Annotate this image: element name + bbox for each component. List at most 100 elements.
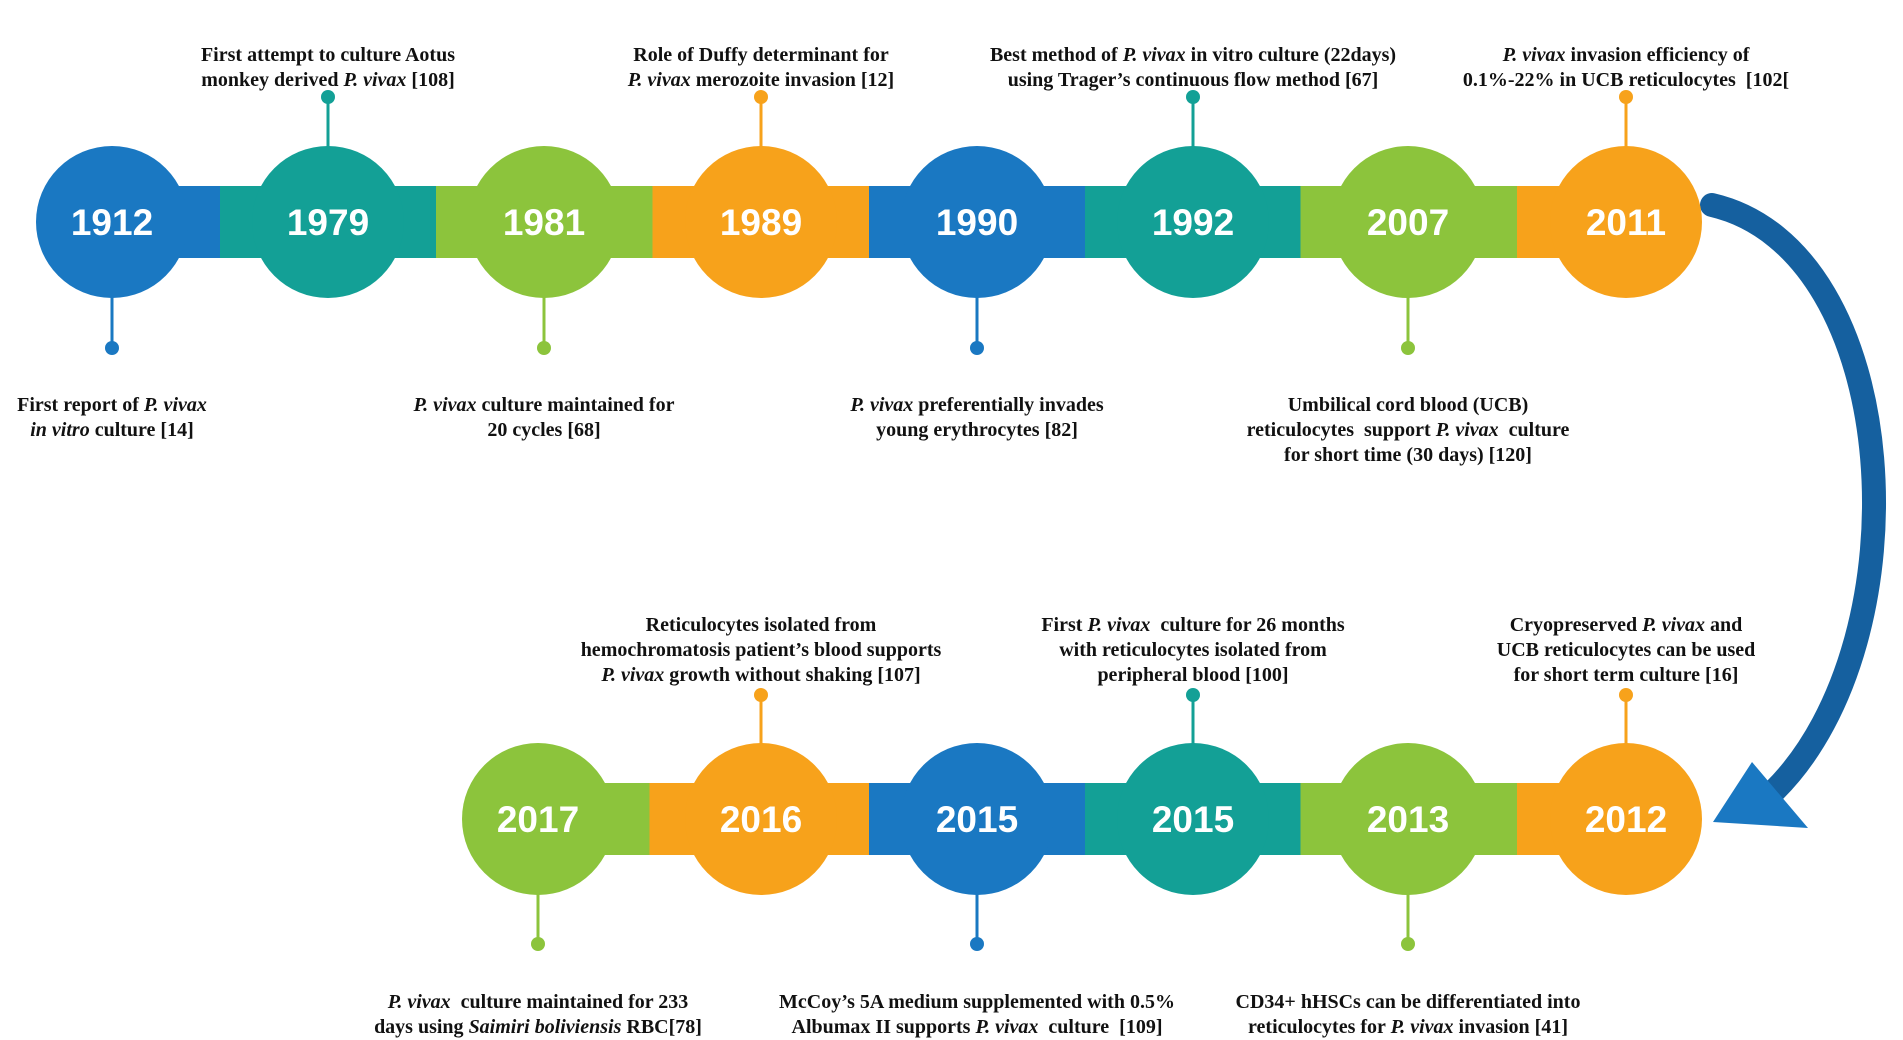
- caption-line: McCoy’s 5A medium supplemented with 0.5%: [779, 991, 1175, 1013]
- caption-text: culture [14]: [90, 419, 194, 441]
- pin-dot: [321, 90, 335, 104]
- caption-text: culture maintained for 233: [451, 991, 689, 1013]
- caption-text: invasion efficiency of: [1566, 44, 1750, 66]
- caption-text: P. vivax: [1502, 44, 1566, 66]
- caption-line: CD34+ hHSCs can be differentiated into: [1236, 991, 1581, 1013]
- caption-text: Albumax II supports: [792, 1016, 976, 1038]
- caption-line: monkey derived P. vivax [108]: [201, 69, 455, 91]
- year-node: [252, 146, 404, 298]
- year-node: [1117, 743, 1269, 895]
- year-label: 2013: [1367, 799, 1449, 840]
- caption-line: Best method of P. vivax in vitro culture…: [990, 44, 1396, 66]
- caption-text: P. vivax: [1390, 1016, 1454, 1038]
- caption-text: First report of: [17, 394, 144, 416]
- caption-text: Cryopreserved: [1510, 614, 1642, 636]
- caption-text: Saimiri boliviensis: [469, 1016, 622, 1038]
- caption-text: P. vivax: [342, 69, 406, 91]
- caption-line: First report of P. vivax: [17, 394, 207, 416]
- caption-text: culture for 26 months: [1150, 614, 1344, 636]
- caption-line: Reticulocytes isolated from: [646, 614, 877, 636]
- caption-text: Umbilical cord blood (UCB): [1288, 394, 1529, 416]
- flow-arrow: [1700, 193, 1886, 802]
- caption-text: P. vivax: [143, 394, 207, 416]
- caption-text: young erythrocytes [82]: [876, 419, 1078, 441]
- year-label: 2012: [1585, 799, 1667, 840]
- year-node: [685, 743, 837, 895]
- year-node: [1332, 146, 1484, 298]
- caption-line: reticulocytes for P. vivax invasion [41]: [1248, 1016, 1568, 1038]
- caption-text: hemochromatosis patient’s blood supports: [581, 639, 942, 661]
- caption-text: 20 cycles [68]: [487, 419, 600, 441]
- caption-text: P. vivax: [974, 1016, 1038, 1038]
- year-label: 2015: [1152, 799, 1234, 840]
- caption-text: and: [1705, 614, 1742, 636]
- year-node: [468, 146, 620, 298]
- arrow-head: [1713, 762, 1808, 828]
- caption-text: P. vivax: [849, 394, 913, 416]
- caption-text: reticulocytes support: [1247, 419, 1436, 441]
- pin-dot: [1186, 90, 1200, 104]
- caption-text: reticulocytes for: [1248, 1016, 1391, 1038]
- caption-text: P. vivax: [1086, 614, 1150, 636]
- caption-text: P. vivax: [1122, 44, 1186, 66]
- caption-text: growth without shaking [107]: [664, 664, 920, 686]
- caption-line: Role of Duffy determinant for: [633, 44, 889, 66]
- caption-text: Role of Duffy determinant for: [633, 44, 889, 66]
- pin-dot: [754, 90, 768, 104]
- pin-dot: [970, 937, 984, 951]
- caption-text: culture maintained for: [477, 394, 675, 416]
- year-node: [901, 743, 1053, 895]
- pin-dot: [1186, 688, 1200, 702]
- caption-text: for short time (30 days) [120]: [1284, 444, 1532, 466]
- caption-text: P. vivax: [600, 664, 664, 686]
- year-label: 1990: [936, 202, 1018, 243]
- caption-line: P. vivax growth without shaking [107]: [600, 664, 920, 686]
- year-label: 1989: [720, 202, 802, 243]
- caption-text: CD34+ hHSCs can be differentiated into: [1236, 991, 1581, 1013]
- caption-text: culture: [1499, 419, 1570, 441]
- year-node: [1332, 743, 1484, 895]
- year-label: 2015: [936, 799, 1018, 840]
- year-node: [462, 743, 614, 895]
- year-node: [1550, 743, 1702, 895]
- caption-line: young erythrocytes [82]: [876, 419, 1078, 441]
- caption-text: P. vivax: [387, 991, 451, 1013]
- year-node: [685, 146, 837, 298]
- pin-dot: [1619, 90, 1633, 104]
- caption-line: P. vivax invasion efficiency of: [1502, 44, 1750, 66]
- caption-text: with reticulocytes isolated from: [1059, 639, 1327, 661]
- caption-text: for short term culture [16]: [1514, 664, 1739, 686]
- caption-text: Best method of: [990, 44, 1123, 66]
- year-label: 2011: [1586, 202, 1666, 243]
- year-label: 1979: [287, 202, 369, 243]
- caption-text: RBC[78]: [621, 1016, 702, 1038]
- caption-text: invasion [41]: [1454, 1016, 1568, 1038]
- year-label: 2007: [1367, 202, 1449, 243]
- caption-text: monkey derived: [201, 69, 343, 91]
- caption-line: P. vivax culture maintained for 233: [387, 991, 689, 1013]
- caption-text: in vitro: [30, 419, 89, 441]
- caption-line: for short term culture [16]: [1514, 664, 1739, 686]
- caption-text: in vitro culture (22days): [1186, 44, 1396, 66]
- caption-line: using Trager’s continuous flow method [6…: [1008, 69, 1379, 91]
- caption-text: [108]: [406, 69, 454, 91]
- caption-text: days using: [374, 1016, 469, 1038]
- year-node: [36, 146, 188, 298]
- caption-line: UCB reticulocytes can be used: [1497, 639, 1756, 661]
- caption-line: 0.1%-22% in UCB reticulocytes [102[: [1463, 69, 1789, 91]
- caption-line: with reticulocytes isolated from: [1059, 639, 1327, 661]
- caption-line: reticulocytes support P. vivax culture: [1247, 419, 1570, 441]
- pin-dot: [1401, 341, 1415, 355]
- year-node: [901, 146, 1053, 298]
- caption-text: peripheral blood [100]: [1097, 664, 1288, 686]
- caption-line: P. vivax preferentially invades: [849, 394, 1104, 416]
- caption-text: First: [1041, 614, 1087, 636]
- caption-line: in vitro culture [14]: [30, 419, 194, 441]
- year-label: 2017: [497, 799, 579, 840]
- pin-dot: [531, 937, 545, 951]
- caption-line: Cryopreserved P. vivax and: [1510, 614, 1743, 636]
- pin-dot: [754, 688, 768, 702]
- year-label: 2016: [720, 799, 802, 840]
